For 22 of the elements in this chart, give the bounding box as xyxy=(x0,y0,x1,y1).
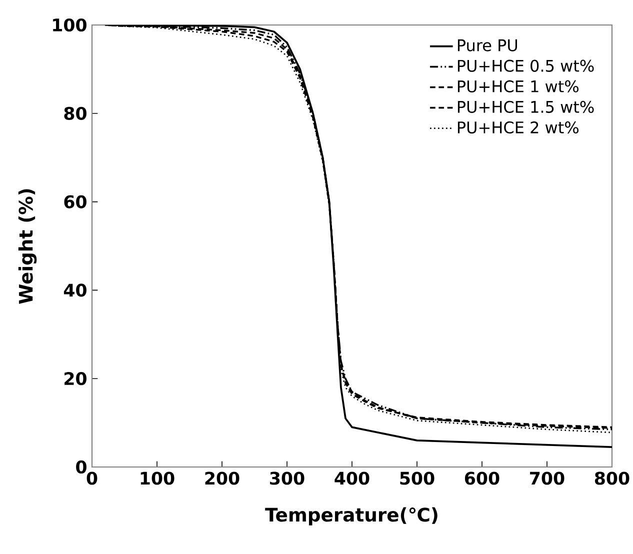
y-tick-label: 80 xyxy=(64,106,86,120)
x-tick-label: 400 xyxy=(334,472,370,485)
x-axis-title: Temperature(℃) xyxy=(265,507,438,526)
legend-label: PU+HCE 2 wt% xyxy=(458,121,578,134)
legend-label: PU+HCE 1 wt% xyxy=(458,80,578,92)
x-tick-label: 500 xyxy=(400,472,434,485)
x-tick-label: 0 xyxy=(86,472,98,485)
legend-label: PU+HCE 1.5 wt% xyxy=(458,100,594,113)
y-tick-label: 60 xyxy=(64,195,86,208)
legend-label: PU+HCE 0.5 wt% xyxy=(458,60,594,72)
x-tick-label: 600 xyxy=(464,472,500,485)
y-tick-label: 100 xyxy=(53,18,86,32)
x-tick-label: 800 xyxy=(594,472,630,485)
x-tick-label: 100 xyxy=(140,472,174,485)
y-tick-label: 40 xyxy=(64,284,86,297)
x-tick-label: 200 xyxy=(205,472,240,485)
y-tick-label: 20 xyxy=(64,372,86,386)
y-tick-label: 0 xyxy=(76,460,86,474)
x-tick-label: 300 xyxy=(270,472,304,485)
legend-label: Pure PU xyxy=(458,39,518,52)
x-tick-label: 700 xyxy=(530,472,564,485)
y-axis-title: Weight (%) xyxy=(18,189,37,304)
